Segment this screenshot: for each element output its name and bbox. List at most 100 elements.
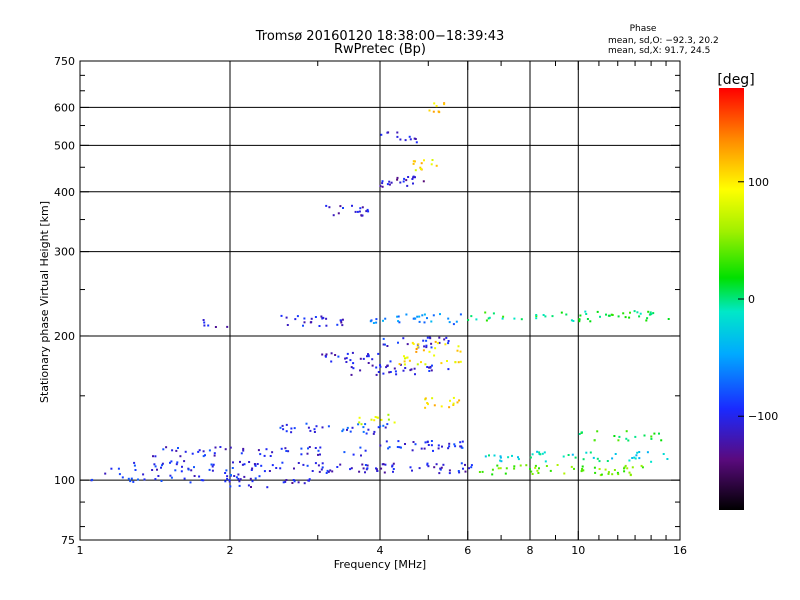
echo-point [409,369,412,372]
echo-point [453,443,456,446]
echo-point [417,343,420,346]
echo-point [308,446,311,448]
echo-point [646,451,649,454]
echo-point [584,310,587,313]
echo-point [314,316,317,318]
echo-point [364,423,367,426]
echo-point [467,319,470,321]
echo-point [321,353,324,356]
echo-point [389,360,392,363]
echo-point [181,465,183,468]
echo-point [623,470,626,473]
echo-point [504,472,507,475]
echo-point [386,183,389,186]
echo-point [360,454,362,457]
echo-point [285,430,288,433]
echo-point [585,451,588,454]
echo-point [286,324,289,326]
echo-point [340,321,343,324]
y-tick-label: 600 [54,101,75,114]
echo-point [351,426,354,429]
echo-point [611,473,614,476]
echo-point [406,184,409,187]
echo-point [430,369,433,372]
echo-point [134,469,137,471]
echo-point [447,317,450,320]
echo-point [386,364,389,367]
echo-point [556,464,559,466]
echo-point [202,450,205,453]
echo-point [291,482,294,484]
echo-point [413,160,416,163]
echo-point [413,137,416,140]
echo-point [365,432,368,435]
echo-point [545,465,548,467]
echo-point [352,453,355,456]
echo-point [435,105,438,108]
echo-point [290,431,293,434]
echo-point [375,366,378,369]
echo-point [302,324,304,327]
echo-point [437,444,440,447]
echo-point [448,406,451,409]
echo-point [418,467,421,470]
echo-point [337,355,340,358]
echo-point [443,103,446,106]
echo-point [367,362,370,364]
chart-title: Tromsø 20160120 18:38:00−18:39:43 [255,29,505,44]
echo-point [249,477,252,480]
echo-point [179,455,182,458]
echo-point [415,348,418,350]
echo-point [502,315,505,318]
echo-point [152,455,154,458]
echo-point [596,457,599,460]
echo-point [398,321,401,324]
echo-point [438,336,441,339]
echo-point [628,316,631,319]
echo-point [361,463,364,466]
echo-point [607,471,610,474]
echo-point [154,455,157,458]
echo-point [433,466,436,469]
echo-point [507,456,510,459]
echo-point [309,321,312,324]
echo-point [258,475,261,478]
echo-point [121,476,124,479]
echo-point [624,464,627,467]
echo-point [592,456,595,459]
echo-point [133,461,136,464]
echo-point [464,470,467,473]
echo-point [229,446,232,449]
echo-point [331,470,334,473]
echo-point [414,443,417,446]
echo-point [430,342,433,345]
echo-point [425,346,428,349]
echo-point [176,461,179,464]
echo-point [358,210,361,213]
echo-point [380,418,383,421]
echo-point [578,318,581,321]
echo-point [635,454,638,457]
y-tick-label: 400 [54,186,75,199]
echo-point [297,462,300,464]
echo-point [427,403,429,406]
echo-point [235,476,238,479]
echo-point [397,320,400,323]
echo-point [442,463,445,466]
echo-point [189,481,192,484]
x-axis-label: Frequency [MHz] [334,558,426,571]
echo-point [460,462,463,465]
echo-point [449,399,451,402]
echo-point [157,475,160,477]
echo-point [461,440,464,443]
echo-point [411,178,414,180]
echo-point [549,469,552,472]
echo-point [242,449,245,452]
echo-point [349,359,352,362]
echo-point [448,469,451,472]
echo-point [513,317,516,320]
echo-point [364,464,367,466]
echo-point [285,316,288,319]
echo-point [326,469,329,472]
echo-point [297,481,300,484]
